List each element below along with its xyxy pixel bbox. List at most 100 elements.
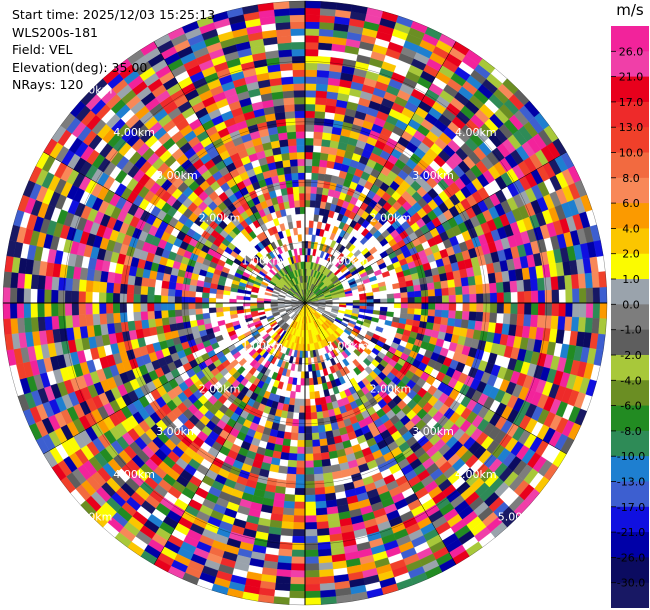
velocity-gate: [283, 166, 292, 175]
velocity-gate: [324, 223, 331, 232]
velocity-gate: [584, 317, 594, 334]
velocity-gate: [337, 252, 345, 261]
velocity-gate: [289, 14, 306, 23]
velocity-gate: [524, 302, 532, 316]
velocity-gate: [304, 144, 314, 153]
velocity-gate: [304, 110, 316, 119]
velocity-gate: [295, 124, 306, 132]
velocity-gate: [181, 308, 190, 317]
velocity-gate: [304, 529, 318, 537]
velocity-gate: [447, 317, 456, 327]
velocity-gate: [293, 83, 306, 91]
velocity-gate: [286, 466, 297, 475]
velocity-gate: [304, 460, 314, 468]
velocity-gate: [579, 288, 587, 304]
velocity-gate: [280, 451, 290, 461]
velocity-gate: [421, 302, 429, 310]
velocity-gate: [195, 297, 203, 304]
velocity-gate: [462, 302, 470, 312]
colorbar-tick-label: -8.0: [620, 425, 641, 438]
velocity-gate: [440, 317, 449, 326]
velocity-gate: [318, 42, 333, 51]
velocity-gate: [291, 42, 306, 50]
velocity-gate: [279, 56, 293, 65]
velocity-gate: [174, 309, 183, 317]
velocity-gate: [320, 145, 330, 155]
velocity-gate: [280, 145, 290, 155]
velocity-gate: [188, 296, 196, 304]
velocity-gate: [274, 14, 291, 24]
velocity-gate: [134, 276, 143, 286]
range-label: 2.00km: [199, 212, 241, 225]
velocity-gate: [304, 158, 313, 167]
velocity-gate: [298, 186, 306, 194]
velocity-gate: [112, 302, 121, 314]
velocity-gate: [58, 277, 67, 291]
velocity-gate: [342, 358, 350, 367]
velocity-gate: [448, 310, 456, 319]
velocity-gate: [300, 378, 306, 386]
velocity-gate: [564, 316, 573, 332]
velocity-gate: [78, 314, 87, 327]
velocity-gate: [297, 433, 306, 441]
velocity-gate: [182, 321, 192, 329]
velocity-gate: [435, 295, 443, 304]
velocity-gate: [304, 494, 316, 503]
velocity-gate: [30, 274, 39, 290]
velocity-gate: [291, 556, 306, 564]
velocity-gate: [50, 302, 59, 317]
velocity-gate: [223, 285, 232, 292]
colorbar-tick-label: -4.0: [620, 374, 641, 387]
velocity-gate: [140, 311, 149, 321]
velocity-gate: [271, 293, 279, 298]
velocity-gate: [295, 481, 306, 489]
velocity-gate: [264, 308, 272, 312]
velocity-gate: [349, 236, 358, 245]
velocity-gate: [304, 69, 318, 77]
velocity-gate: [434, 309, 443, 318]
velocity-gate: [304, 433, 313, 441]
velocity-gate: [16, 317, 26, 334]
velocity-gate: [592, 302, 601, 319]
velocity-gate: [323, 389, 331, 398]
velocity-gate: [325, 305, 333, 308]
velocity-gate: [536, 315, 546, 329]
velocity-gate: [565, 302, 573, 318]
velocity-gate: [517, 302, 525, 315]
velocity-gate: [296, 460, 306, 468]
velocity-gate: [160, 310, 169, 319]
velocity-gate: [310, 405, 317, 413]
velocity-gate: [280, 187, 288, 196]
velocity-gate: [317, 541, 331, 550]
velocity-gate: [310, 418, 319, 427]
velocity-gate: [276, 569, 292, 578]
velocity-gate: [296, 138, 306, 146]
velocity-gate: [215, 302, 223, 308]
velocity-gate: [447, 279, 456, 289]
velocity-gate: [530, 314, 539, 328]
velocity-gate: [16, 287, 25, 304]
velocity-gate: [277, 555, 292, 564]
velocity-gate: [304, 508, 317, 516]
range-label: 3.00km: [412, 169, 454, 182]
velocity-gate: [304, 151, 314, 160]
velocity-gate: [543, 315, 552, 329]
velocity-gate: [292, 522, 306, 530]
velocity-gate: [460, 277, 469, 287]
velocity-gate: [291, 179, 300, 188]
velocity-gate: [322, 472, 334, 481]
velocity-gate: [304, 124, 315, 132]
velocity-gate: [291, 418, 300, 427]
velocity-gate: [427, 309, 436, 317]
velocity-gate: [279, 541, 293, 550]
velocity-gate: [297, 439, 306, 448]
colorbar-tick-label: 10.0: [619, 147, 644, 160]
velocity-gate: [320, 236, 327, 245]
velocity-gate: [414, 302, 422, 310]
velocity-gate: [215, 293, 224, 299]
colorbar-unit-label: m/s: [616, 1, 644, 19]
velocity-gate: [37, 302, 45, 318]
velocity-gate: [147, 278, 157, 288]
velocity-gate: [585, 302, 594, 319]
velocity-gate: [16, 302, 25, 319]
